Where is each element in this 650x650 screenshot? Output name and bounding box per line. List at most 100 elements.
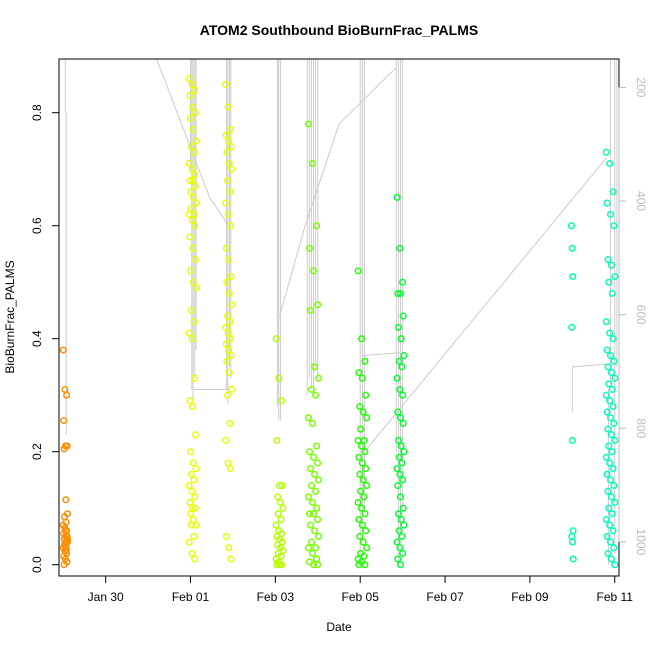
data-point bbox=[399, 476, 407, 484]
data-point bbox=[355, 515, 363, 524]
data-point bbox=[359, 476, 367, 484]
data-point bbox=[608, 289, 616, 298]
data-point bbox=[308, 419, 317, 427]
data-point bbox=[188, 165, 196, 173]
data-point bbox=[359, 538, 367, 546]
data-point bbox=[394, 436, 403, 444]
data-point bbox=[277, 515, 285, 524]
data-point bbox=[189, 515, 197, 524]
chart-title: ATOM2 Southbound BioBurnFrac_PALMS bbox=[200, 22, 478, 38]
data-point bbox=[188, 216, 196, 224]
data-point bbox=[187, 510, 195, 518]
data-point bbox=[604, 549, 612, 557]
data-point bbox=[309, 453, 318, 461]
y-tick-label: 0.0 bbox=[30, 556, 44, 573]
data-point bbox=[355, 561, 363, 569]
data-point bbox=[224, 459, 232, 467]
data-point bbox=[222, 244, 230, 252]
data-point bbox=[395, 527, 403, 535]
data-point bbox=[223, 357, 231, 365]
data-point bbox=[567, 222, 576, 230]
data-point bbox=[190, 476, 198, 484]
data-point bbox=[360, 493, 368, 501]
data-point bbox=[192, 465, 200, 473]
data-point bbox=[394, 555, 402, 563]
data-point bbox=[278, 482, 286, 490]
data-point bbox=[272, 521, 280, 529]
data-point bbox=[605, 504, 613, 512]
data-point bbox=[363, 544, 371, 552]
data-point bbox=[606, 414, 615, 422]
data-point bbox=[399, 312, 407, 320]
data-point bbox=[358, 374, 366, 382]
data-point bbox=[61, 385, 69, 394]
data-point bbox=[305, 448, 314, 456]
data-point bbox=[187, 267, 195, 275]
profile-layer bbox=[64, 58, 618, 565]
data-point bbox=[192, 199, 200, 207]
x-tick-label: Feb 07 bbox=[426, 590, 464, 604]
data-point bbox=[222, 131, 230, 139]
data-point bbox=[611, 436, 619, 444]
data-point bbox=[611, 374, 619, 382]
data-point bbox=[606, 352, 615, 360]
data-point bbox=[396, 289, 405, 298]
data-point bbox=[222, 199, 230, 207]
x-axis: Jan 30 Feb 01 Feb 03 Feb 05 Feb 07 Feb 09 Feb … bbox=[88, 575, 633, 604]
data-point bbox=[222, 323, 230, 331]
data-point bbox=[312, 544, 320, 552]
data-point bbox=[63, 535, 72, 543]
x-tick-label: Feb 09 bbox=[511, 590, 549, 604]
data-point bbox=[606, 329, 614, 337]
data-point bbox=[311, 470, 319, 478]
data-point bbox=[610, 222, 618, 230]
data-point bbox=[605, 380, 613, 388]
right-tick-label: 1000 bbox=[634, 529, 648, 556]
data-point bbox=[186, 92, 194, 100]
data-point bbox=[191, 431, 199, 439]
data-point bbox=[313, 442, 321, 450]
data-point bbox=[607, 261, 615, 269]
profile-line bbox=[279, 67, 397, 317]
data-point bbox=[191, 256, 199, 264]
data-point bbox=[191, 171, 199, 179]
data-point bbox=[226, 335, 235, 343]
data-point bbox=[272, 335, 280, 343]
data-point bbox=[312, 391, 320, 399]
data-point bbox=[400, 521, 408, 529]
data-point bbox=[568, 244, 576, 252]
data-point bbox=[315, 476, 323, 484]
data-point bbox=[228, 301, 236, 309]
data-point bbox=[274, 493, 282, 501]
data-point bbox=[306, 521, 315, 529]
right-tick-label: 200 bbox=[634, 77, 648, 97]
data-point bbox=[186, 176, 194, 185]
data-point bbox=[604, 256, 612, 264]
data-point bbox=[611, 272, 619, 281]
data-point bbox=[400, 448, 408, 456]
data-point bbox=[313, 555, 321, 563]
data-point bbox=[610, 482, 618, 490]
data-point bbox=[224, 329, 232, 337]
data-point bbox=[603, 199, 611, 207]
data-point bbox=[607, 555, 615, 563]
data-point bbox=[606, 538, 615, 546]
data-point bbox=[225, 369, 233, 377]
data-point bbox=[394, 482, 402, 490]
data-point bbox=[400, 352, 408, 360]
data-point bbox=[304, 493, 313, 501]
data-point bbox=[396, 493, 405, 501]
data-point bbox=[186, 233, 194, 241]
data-point bbox=[393, 374, 401, 382]
data-point bbox=[191, 555, 199, 563]
data-point bbox=[395, 357, 403, 365]
data-point bbox=[358, 521, 366, 529]
data-point bbox=[308, 549, 317, 557]
y-tick-label: 0.4 bbox=[30, 330, 44, 347]
x-tick-label: Feb 01 bbox=[172, 590, 210, 604]
data-point bbox=[224, 210, 232, 218]
data-point bbox=[187, 521, 195, 529]
data-point bbox=[273, 561, 281, 569]
data-point bbox=[357, 442, 366, 450]
data-point bbox=[608, 385, 616, 394]
